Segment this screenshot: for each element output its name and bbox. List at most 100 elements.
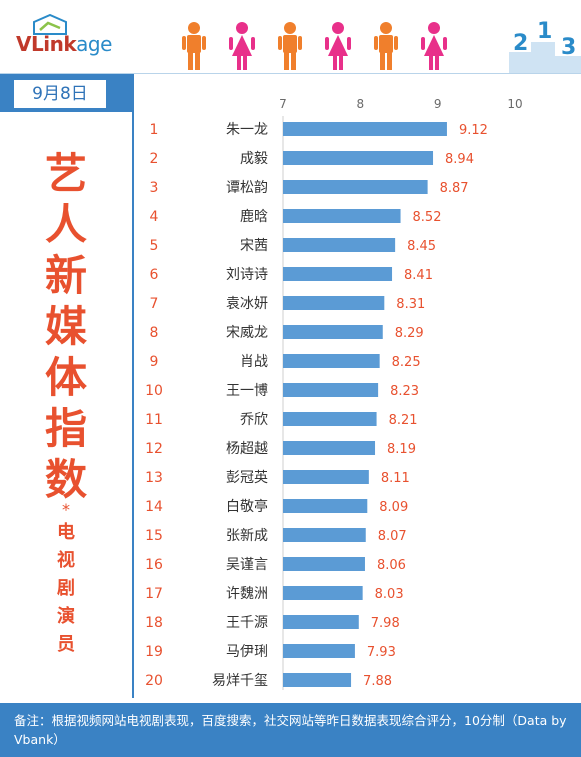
subtitle-char: 视	[57, 550, 75, 571]
logo-text: VLinkage	[16, 32, 112, 56]
rank-label: 18	[145, 615, 163, 631]
category-label: 谭松韵	[226, 180, 268, 196]
female-icon	[421, 22, 447, 70]
podium-icon: 2 1 3	[509, 19, 581, 73]
bar	[283, 267, 393, 281]
category-label: 杨超越	[226, 441, 268, 457]
category-label: 成毅	[240, 150, 268, 167]
category-label: 袁冰妍	[226, 296, 268, 312]
bar	[283, 122, 447, 136]
podium-1: 1	[537, 19, 552, 44]
rank-label: 12	[145, 441, 163, 457]
bar	[283, 354, 380, 368]
category-label: 许魏洲	[226, 586, 268, 602]
title-char: 数	[44, 455, 87, 504]
ranking-bar-chart: 7 8 9 10 1 朱一龙 9.12 2 成毅 8.94 3 谭松韵 8.87 4 鹿晗 8.52 5 宋茜 8.…	[145, 97, 523, 690]
category-label: 易烊千玺	[212, 673, 268, 689]
rank-label: 20	[145, 673, 163, 689]
title-char: 新	[44, 251, 87, 300]
value-label: 8.19	[387, 442, 416, 457]
title-char: 指	[44, 404, 87, 453]
value-label: 7.93	[367, 645, 396, 660]
x-tick-label: 10	[507, 97, 522, 111]
bar	[283, 673, 352, 687]
x-tick-label: 8	[357, 97, 365, 111]
subtitle-char: 电	[57, 522, 75, 543]
male-icon	[182, 22, 206, 70]
rank-label: 14	[145, 499, 163, 515]
value-label: 8.21	[389, 413, 418, 428]
bar	[283, 470, 369, 484]
rank-label: 9	[150, 354, 159, 370]
value-label: 8.07	[378, 529, 407, 544]
value-label: 8.41	[404, 268, 433, 283]
podium-3: 3	[561, 35, 576, 60]
value-label: 8.06	[377, 558, 406, 573]
male-icon	[278, 22, 302, 70]
title-star: *	[62, 500, 70, 519]
value-label: 8.23	[390, 384, 419, 399]
category-label: 宋茜	[240, 238, 268, 254]
category-label: 肖战	[240, 354, 268, 370]
title-char: 媒	[44, 302, 87, 351]
bar	[283, 151, 434, 165]
header-divider	[0, 73, 581, 74]
bar	[283, 412, 377, 426]
bar	[283, 296, 385, 310]
value-label: 8.94	[445, 152, 474, 167]
category-label: 宋威龙	[226, 325, 268, 341]
rank-label: 13	[145, 470, 163, 486]
category-label: 白敬亭	[226, 498, 268, 515]
subtitle-char: 员	[57, 634, 75, 655]
bar	[283, 644, 355, 658]
rank-label: 5	[150, 238, 159, 254]
rank-label: 3	[150, 180, 159, 196]
category-label: 朱一龙	[226, 122, 268, 138]
bar	[283, 615, 359, 629]
rank-label: 7	[150, 296, 159, 312]
subtitle-char: 剧	[57, 578, 75, 599]
value-label: 8.45	[407, 239, 436, 254]
female-icon	[229, 22, 255, 70]
value-label: 7.88	[363, 674, 392, 689]
category-label: 乔欣	[240, 412, 268, 428]
value-label: 8.31	[396, 297, 425, 312]
footer-note: 备注：根据视频网站电视剧表现，百度搜索，社交网站等昨日数据表现综合评分，10分制…	[0, 703, 581, 757]
rank-label: 8	[150, 325, 159, 341]
podium-2: 2	[513, 31, 528, 56]
rank-label: 15	[145, 528, 163, 544]
rank-label: 4	[150, 209, 159, 225]
title-column: 艺 人 新 媒 体 指 数 * 电 视 剧 演 员	[36, 148, 96, 659]
title-char: 人	[44, 200, 87, 249]
subtitle-char: 演	[57, 606, 75, 627]
left-title-panel	[0, 112, 134, 698]
vlinkage-logo: VLinkage	[14, 14, 134, 64]
value-label: 8.03	[375, 587, 404, 602]
rank-label: 1	[150, 122, 159, 138]
value-label: 8.52	[413, 210, 442, 225]
logo-brand: VLink	[16, 32, 77, 56]
value-label: 7.98	[371, 616, 400, 631]
date-label: 9月8日	[14, 80, 106, 108]
bar	[283, 209, 401, 223]
value-label: 8.25	[392, 355, 421, 370]
category-label: 刘诗诗	[226, 267, 268, 283]
x-tick-label: 7	[279, 97, 287, 111]
category-label: 王一博	[226, 382, 268, 399]
bar	[283, 325, 383, 339]
bar	[283, 180, 428, 194]
category-label: 马伊琍	[226, 644, 268, 660]
female-icon	[325, 22, 351, 70]
bar	[283, 557, 365, 571]
people-icons	[182, 22, 447, 70]
rank-label: 17	[145, 586, 163, 602]
category-label: 张新成	[226, 528, 268, 544]
bar	[283, 499, 368, 513]
rank-label: 2	[150, 151, 159, 167]
rank-label: 6	[150, 267, 159, 283]
x-tick-label: 9	[434, 97, 442, 111]
value-label: 8.87	[440, 181, 469, 196]
bar	[283, 528, 366, 542]
rank-label: 10	[145, 383, 163, 399]
category-label: 鹿晗	[240, 208, 268, 225]
